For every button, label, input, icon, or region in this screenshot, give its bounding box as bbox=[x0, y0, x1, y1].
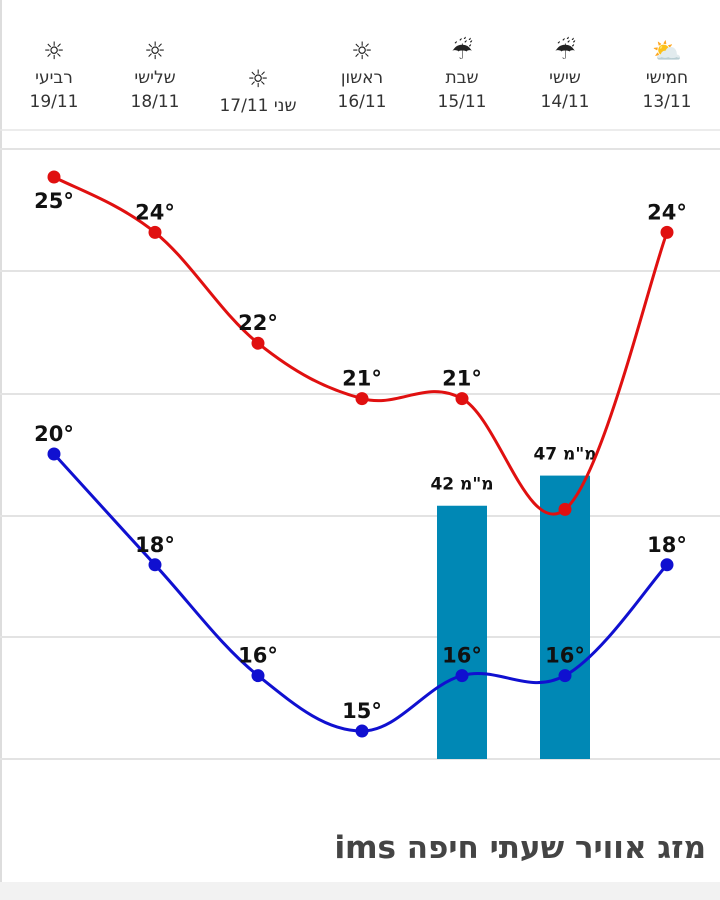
max-temp-line bbox=[53, 175, 669, 516]
day-column: ⛅ חמישי 13/11 bbox=[617, 36, 717, 114]
min-temp-label: 16° bbox=[545, 644, 585, 668]
max-temp-point bbox=[251, 336, 265, 350]
day-name: חמישי bbox=[645, 68, 689, 88]
max-temp-label: 22° bbox=[238, 311, 278, 335]
day-date: 15/11 bbox=[437, 92, 487, 112]
day-date: 18/11 bbox=[130, 92, 180, 112]
day-name: שלישי bbox=[134, 68, 176, 88]
min-temp-point bbox=[251, 669, 265, 683]
max-temp-label: 24° bbox=[135, 200, 175, 224]
sun-icon: ☼ bbox=[247, 65, 269, 93]
min-temp-point bbox=[660, 558, 674, 572]
min-temp-label: 15° bbox=[342, 699, 382, 723]
sun-icon: ☼ bbox=[144, 37, 166, 65]
day-date: 13/11 bbox=[642, 92, 692, 112]
day-column: ☼ שני 17/11 bbox=[208, 64, 308, 118]
max-temp-label: 21° bbox=[342, 367, 382, 391]
day-date: 19/11 bbox=[29, 92, 79, 112]
rain-label: 47 מ"מ bbox=[533, 445, 596, 465]
min-temp-point bbox=[455, 669, 469, 683]
min-temp-point bbox=[47, 447, 61, 461]
min-temp-label: 16° bbox=[442, 644, 482, 668]
rain-label: 42 מ"מ bbox=[430, 475, 493, 495]
day-column: ☼ שלישי 18/11 bbox=[105, 36, 205, 114]
bottom-band bbox=[0, 882, 720, 900]
max-temp-point bbox=[355, 392, 369, 406]
min-temp-label: 16° bbox=[238, 644, 278, 668]
day-date: 14/11 bbox=[540, 92, 590, 112]
page-title: מזג אוויר שעתי חיפה ims bbox=[334, 830, 706, 866]
day-label: שני 17/11 bbox=[219, 96, 297, 116]
day-column: ☼ רביעי 19/11 bbox=[4, 36, 104, 114]
min-temp-label: 18° bbox=[647, 533, 687, 557]
partly-cloudy-icon: ⛅ bbox=[652, 37, 682, 65]
min-temp-point bbox=[558, 669, 572, 683]
day-column: ☔ שישי 14/11 bbox=[515, 36, 615, 114]
max-temp-point bbox=[558, 502, 572, 516]
max-temp-point bbox=[660, 225, 674, 239]
rain-bar bbox=[437, 505, 487, 759]
min-temp-label: 20° bbox=[34, 422, 74, 446]
min-temp-label: 18° bbox=[135, 533, 175, 557]
rain-bar bbox=[540, 475, 590, 759]
day-name: רביעי bbox=[35, 68, 73, 88]
max-temp-point bbox=[148, 225, 162, 239]
sun-icon: ☼ bbox=[351, 37, 373, 65]
sun-icon: ☼ bbox=[43, 37, 65, 65]
day-name: ראשון bbox=[340, 68, 384, 88]
min-temp-point bbox=[355, 724, 369, 738]
day-date: 16/11 bbox=[337, 92, 387, 112]
day-name: שבת bbox=[445, 68, 479, 88]
day-column: ☼ ראשון 16/11 bbox=[312, 36, 412, 114]
rain-icon: ☔ bbox=[554, 37, 576, 65]
max-temp-label: 24° bbox=[647, 200, 687, 224]
rain-icon: ☔ bbox=[451, 37, 473, 65]
temperature-chart: 47 מ"מ 42 מ"מ 24° 21° 21° 22° 24° 25° 18° 16° 16° 1… bbox=[0, 129, 720, 760]
day-name: שישי bbox=[549, 68, 581, 88]
day-column: ☔ שבת 15/11 bbox=[412, 36, 512, 114]
min-temp-point bbox=[148, 558, 162, 572]
max-temp-label: 25° bbox=[34, 189, 74, 213]
max-temp-label: 21° bbox=[442, 367, 482, 391]
max-temp-point bbox=[455, 392, 469, 406]
max-temp-point bbox=[47, 170, 61, 184]
